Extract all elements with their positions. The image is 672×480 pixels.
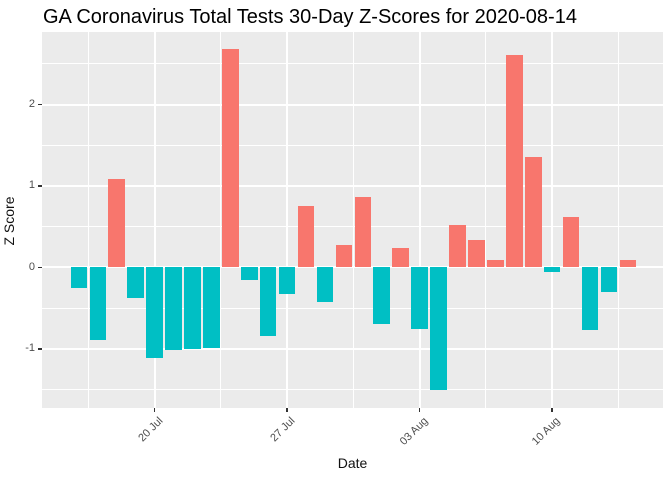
bar bbox=[316, 267, 334, 303]
y-tick-mark bbox=[38, 348, 42, 350]
gridline-major-horizontal bbox=[42, 347, 663, 350]
bar bbox=[581, 267, 599, 331]
y-axis-title: Z Score bbox=[1, 196, 17, 246]
bar bbox=[165, 267, 182, 350]
gridline-major-vertical bbox=[153, 32, 156, 408]
bar bbox=[335, 245, 353, 268]
bar bbox=[278, 267, 296, 295]
bar bbox=[543, 267, 561, 273]
bar bbox=[562, 216, 580, 268]
gridline-major-horizontal bbox=[42, 266, 663, 269]
gridline-minor-horizontal bbox=[42, 389, 663, 391]
bar bbox=[240, 267, 258, 281]
bar bbox=[184, 267, 201, 349]
y-tick-mark bbox=[38, 266, 42, 269]
bar bbox=[449, 225, 466, 268]
bar bbox=[373, 267, 391, 325]
gridline-minor-vertical bbox=[87, 32, 89, 408]
x-tick-mark bbox=[418, 408, 421, 412]
x-tick-mark bbox=[153, 408, 156, 412]
gridline-minor-horizontal bbox=[42, 307, 663, 309]
bar bbox=[468, 239, 485, 268]
gridline-major-vertical bbox=[286, 32, 289, 408]
gridline-minor-vertical bbox=[617, 32, 619, 408]
y-tick-mark bbox=[38, 103, 42, 106]
bar bbox=[619, 260, 637, 268]
y-tick-mark bbox=[38, 185, 42, 187]
chart-title: GA Coronavirus Total Tests 30-Day Z-Scor… bbox=[43, 6, 577, 28]
bar bbox=[297, 205, 315, 268]
bar bbox=[411, 267, 428, 329]
bar bbox=[108, 178, 126, 268]
gridline-minor-vertical bbox=[352, 32, 354, 408]
bar bbox=[127, 267, 144, 299]
gridline-minor-horizontal bbox=[42, 144, 663, 146]
y-tick-label: -1 bbox=[25, 342, 35, 355]
bar bbox=[222, 49, 239, 268]
y-tick-label: 0 bbox=[28, 260, 35, 273]
bar bbox=[146, 267, 163, 358]
gridline-minor-horizontal bbox=[42, 63, 663, 65]
gridline-major-horizontal bbox=[42, 103, 663, 106]
plot-panel bbox=[42, 32, 663, 408]
bar bbox=[487, 260, 504, 268]
bar bbox=[354, 197, 372, 268]
gridline-minor-horizontal bbox=[42, 226, 663, 228]
gridline-major-vertical bbox=[418, 32, 421, 408]
y-tick-label: 1 bbox=[28, 179, 35, 192]
gridline-major-horizontal bbox=[42, 184, 663, 187]
bar bbox=[89, 267, 107, 340]
bar bbox=[430, 267, 447, 390]
bar bbox=[259, 267, 277, 336]
x-axis-title: Date bbox=[337, 455, 368, 471]
bar bbox=[70, 267, 88, 288]
bar bbox=[392, 247, 409, 268]
bar bbox=[505, 54, 523, 268]
x-tick-mark bbox=[551, 408, 553, 412]
x-tick-mark bbox=[286, 408, 288, 412]
gridline-major-vertical bbox=[551, 32, 554, 408]
gridline-minor-vertical bbox=[485, 32, 487, 408]
bar bbox=[600, 267, 618, 292]
bar bbox=[203, 267, 220, 349]
gridline-minor-vertical bbox=[220, 32, 222, 408]
y-tick-label: 2 bbox=[28, 98, 35, 111]
bar bbox=[524, 156, 542, 268]
